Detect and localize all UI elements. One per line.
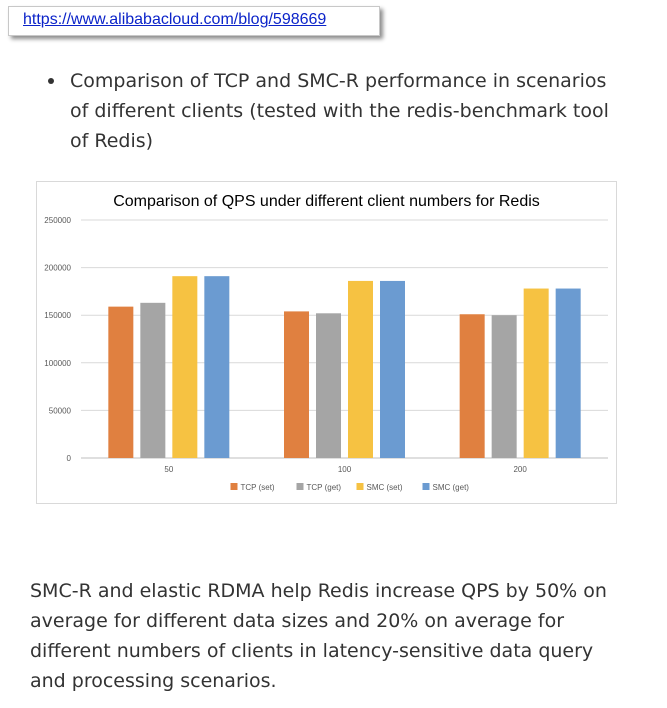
bar-smc-set-200 [523, 288, 549, 458]
bar-smc-set-50 [172, 276, 198, 458]
y-tick-label: 200000 [44, 264, 71, 273]
legend-label: SMC (set) [367, 483, 403, 492]
x-tick-label: 200 [513, 465, 527, 474]
y-tick-label: 0 [67, 454, 72, 463]
legend-swatch [230, 483, 238, 490]
y-tick-label: 100000 [44, 359, 71, 368]
summary-paragraph: SMC-R and elastic RDMA help Redis increa… [30, 580, 607, 692]
y-tick-label: 150000 [44, 311, 71, 320]
bar-smc-get-100 [380, 280, 405, 458]
legend-label: SMC (get) [433, 483, 470, 492]
x-tick-label: 50 [164, 465, 173, 474]
bullet-item: Comparison of TCP and SMC-R performance … [48, 66, 628, 156]
chart-container: Comparison of QPS under different client… [36, 181, 617, 504]
bar-tcp-set-50 [108, 306, 134, 458]
bullet-text: Comparison of TCP and SMC-R performance … [70, 70, 609, 152]
bar-tcp-get-200 [491, 315, 517, 458]
bullet-dot [48, 78, 54, 84]
chart-title: Comparison of QPS under different client… [113, 193, 540, 210]
blog-url-link[interactable]: https://www.alibabacloud.com/blog/598669 [23, 11, 327, 28]
legend-label: TCP (set) [241, 483, 275, 492]
bar-smc-get-200 [555, 288, 581, 458]
y-tick-label: 50000 [49, 406, 72, 415]
url-box: https://www.alibabacloud.com/blog/598669 [8, 6, 380, 36]
bar-smc-get-50 [204, 276, 230, 458]
legend-label: TCP (get) [307, 483, 342, 492]
bar-tcp-set-200 [459, 314, 485, 458]
bar-tcp-set-100 [284, 311, 309, 458]
bar-chart: Comparison of QPS under different client… [44, 193, 608, 492]
legend-swatch [296, 483, 304, 490]
bar-tcp-get-50 [140, 302, 166, 458]
bar-tcp-get-100 [316, 313, 341, 458]
x-tick-label: 100 [338, 465, 352, 474]
y-tick-label: 250000 [44, 216, 71, 225]
legend-swatch [356, 483, 364, 490]
legend-swatch [422, 483, 430, 490]
bar-smc-set-100 [348, 280, 373, 458]
